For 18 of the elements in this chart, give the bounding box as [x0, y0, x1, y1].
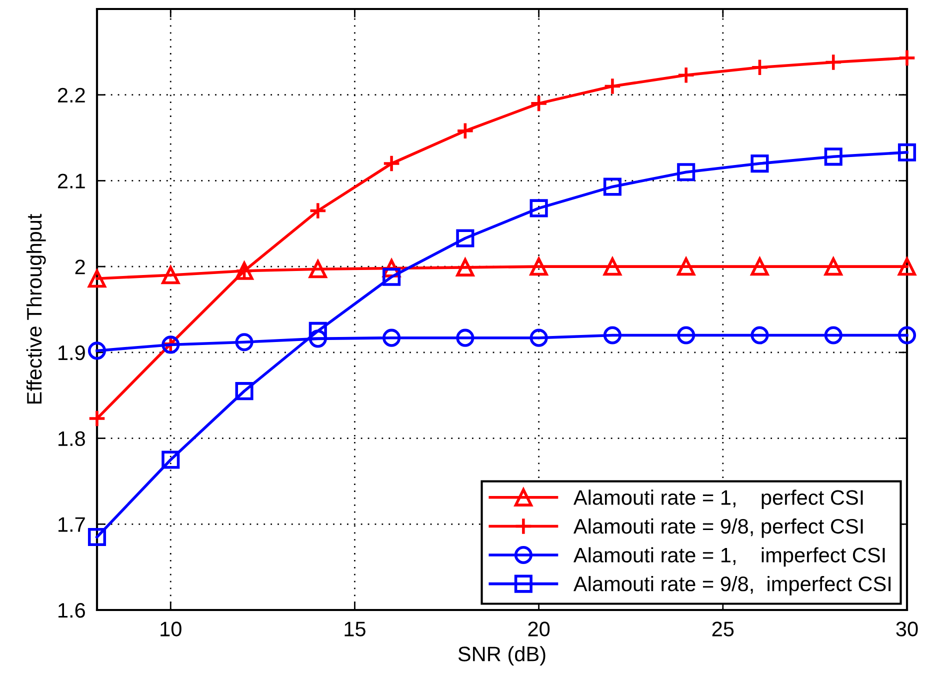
y-axis-title: Effective Throughput [26, 214, 46, 404]
legend-label: Alamouti rate = 1, imperfect CSI [573, 547, 885, 567]
legend-label: Alamouti rate = 1, perfect CSI [573, 490, 863, 510]
x-tick-label: 30 [896, 622, 918, 636]
y-tick-label: 2.1 [58, 174, 85, 188]
legend-label: Alamouti rate = 9/8, perfect CSI [573, 518, 863, 538]
y-tick-label: 1.6 [58, 603, 85, 618]
x-tick-label: 25 [712, 622, 734, 636]
y-tick-label: 2 [75, 260, 85, 274]
y-tick-label: 1.8 [58, 431, 85, 446]
y-tick-label: 1.9 [58, 345, 85, 360]
x-tick-label: 20 [528, 622, 550, 636]
y-tick-label: 2.2 [58, 88, 85, 102]
x-tick-label: 15 [344, 622, 366, 636]
x-tick-label: 10 [160, 622, 182, 636]
x-axis-title: SNR (dB) [458, 646, 546, 666]
y-tick-label: 1.7 [58, 517, 85, 532]
legend-label: Alamouti rate = 9/8, imperfect CSI [573, 576, 891, 596]
